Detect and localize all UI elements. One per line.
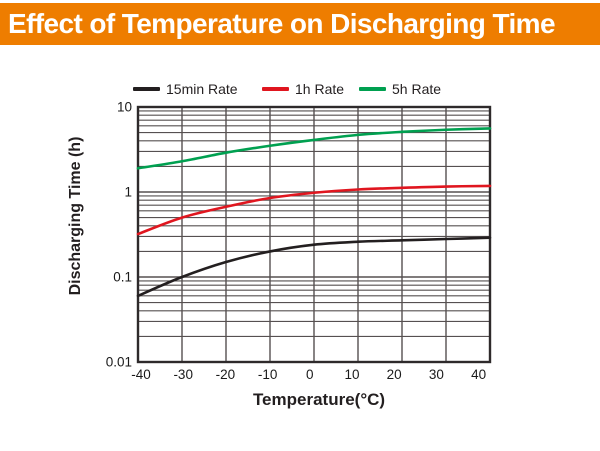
x-tick-label: 30 bbox=[429, 367, 444, 382]
y-tick-label: 0.01 bbox=[106, 355, 132, 370]
y-tick-label: 1 bbox=[124, 185, 132, 200]
x-tick-label: 0 bbox=[306, 367, 314, 382]
x-tick-label: -40 bbox=[131, 367, 151, 382]
x-tick-label: 20 bbox=[387, 367, 402, 382]
legend-swatch-1h-rate bbox=[262, 87, 289, 91]
x-tick-label: -10 bbox=[258, 367, 278, 382]
chart-title-banner: Effect of Temperature on Discharging Tim… bbox=[0, 3, 600, 45]
x-tick-label: 40 bbox=[471, 367, 486, 382]
legend-swatch-15min-rate bbox=[133, 87, 160, 91]
legend-item-1h-rate: 1h Rate bbox=[262, 81, 344, 97]
legend-label-15min-rate: 15min Rate bbox=[166, 81, 238, 97]
legend-label-5h-rate: 5h Rate bbox=[392, 81, 442, 97]
legend-item-15min-rate: 15min Rate bbox=[133, 81, 238, 97]
curve-15min-rate bbox=[136, 236, 492, 298]
legend-label-1h-rate: 1h Rate bbox=[295, 81, 345, 97]
curve-1h-rate bbox=[136, 184, 492, 236]
y-axis-title: Discharging Time (h) bbox=[67, 136, 84, 296]
legend-item-5h-rate: 5h Rate bbox=[359, 81, 441, 97]
legend-swatch-5h-rate bbox=[359, 87, 386, 91]
legend: 15min Rate 1h Rate 5h Rate bbox=[0, 81, 600, 97]
curve-5h-rate bbox=[136, 127, 492, 170]
x-tick-label: -30 bbox=[173, 367, 193, 382]
y-tick-label: 0.1 bbox=[113, 270, 132, 285]
y-tick-label: 10 bbox=[117, 100, 132, 115]
chart-title: Effect of Temperature on Discharging Tim… bbox=[8, 8, 556, 39]
x-axis-title: Temperature(°C) bbox=[252, 390, 386, 409]
x-tick-label: 10 bbox=[344, 367, 359, 382]
x-tick-label: -20 bbox=[216, 367, 236, 382]
